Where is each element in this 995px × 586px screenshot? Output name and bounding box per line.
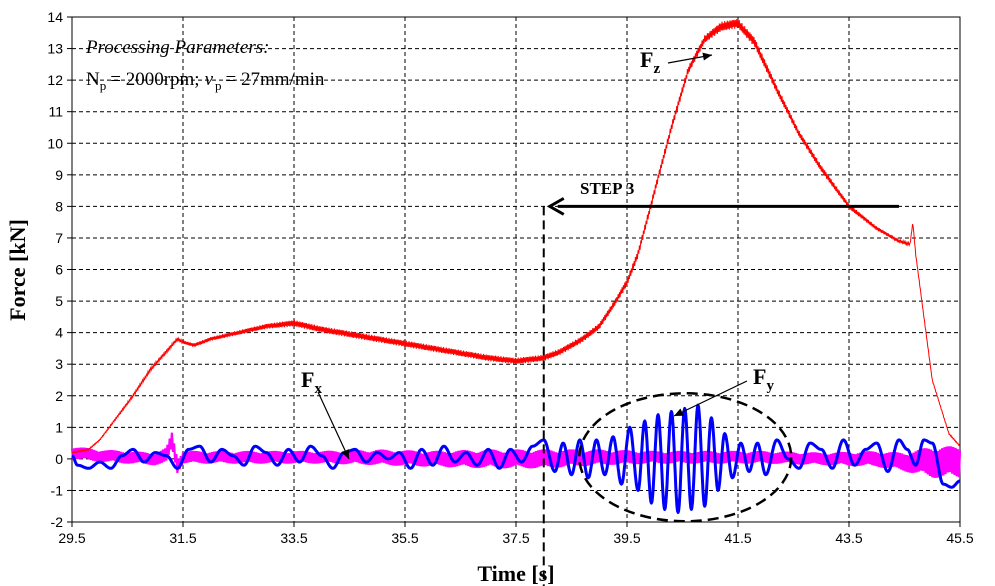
fy-label: Fy: [753, 364, 774, 394]
step-3-arrow-head: [546, 197, 565, 216]
x-tick-label: 29.5: [58, 530, 85, 546]
step-3-label: STEP 3: [580, 179, 634, 198]
np-prefix: N: [86, 69, 100, 90]
fz-label: Fz: [640, 47, 660, 77]
x-tick-label: 37.5: [502, 530, 529, 546]
y-tick-label: -1: [51, 482, 64, 498]
fx-leader-arrow-head: [341, 449, 349, 459]
y-tick-label: 9: [55, 167, 63, 183]
y-tick-label: -2: [51, 514, 64, 530]
x-axis-title: Time [s]: [477, 561, 554, 586]
params-heading: Processing Parameters:: [85, 37, 269, 58]
y-tick-label: 10: [47, 135, 63, 151]
np-value: = 2000rpm;: [110, 69, 199, 90]
vp-value: = 27mm/min: [226, 69, 325, 90]
series-fz-line: [71, 18, 961, 454]
x-tick-label: 41.5: [724, 530, 751, 546]
y-axis-title: Force [kN]: [5, 219, 30, 321]
x-tick-label: 33.5: [280, 530, 307, 546]
y-tick-label: 13: [47, 41, 63, 57]
y-tick-label: 8: [55, 198, 63, 214]
fy-leader-arrow: [673, 380, 748, 417]
y-tick-label: 4: [55, 325, 63, 341]
np-subscript: p: [100, 78, 107, 93]
fx-label: Fx: [301, 367, 322, 397]
series-fy-line: [71, 403, 961, 514]
x-tick-label: 43.5: [835, 530, 862, 546]
y-tick-label: 12: [47, 72, 63, 88]
x-tick-label: 39.5: [613, 530, 640, 546]
params-values: Np = 2000rpm; v p = 27mm/min: [86, 69, 325, 93]
series-fx-line: [70, 432, 962, 478]
y-tick-label: 0: [55, 451, 63, 467]
y-tick-label: 14: [47, 9, 63, 25]
fx-leader-arrow: [317, 391, 350, 460]
vp-subscript: p: [215, 78, 222, 93]
fy-leader-arrow-head: [674, 408, 684, 416]
annotation-layer: [317, 52, 899, 586]
y-tick-label: 3: [55, 356, 63, 372]
series-layer: [70, 18, 962, 514]
y-tick-label: 6: [55, 262, 63, 278]
y-tick-label: 11: [48, 104, 63, 120]
vp-symbol: v: [205, 69, 214, 90]
x-tick-label: 31.5: [169, 530, 196, 546]
x-tick-label: 45.5: [946, 530, 973, 546]
y-tick-label: 2: [55, 388, 63, 404]
fz-leader-arrow-head: [702, 52, 712, 61]
x-tick-label: 35.5: [391, 530, 418, 546]
y-tick-label: 7: [55, 230, 63, 246]
y-tick-label: 1: [55, 419, 63, 435]
fy-highlight-ellipse: [578, 392, 793, 523]
y-tick-label: 5: [55, 293, 63, 309]
